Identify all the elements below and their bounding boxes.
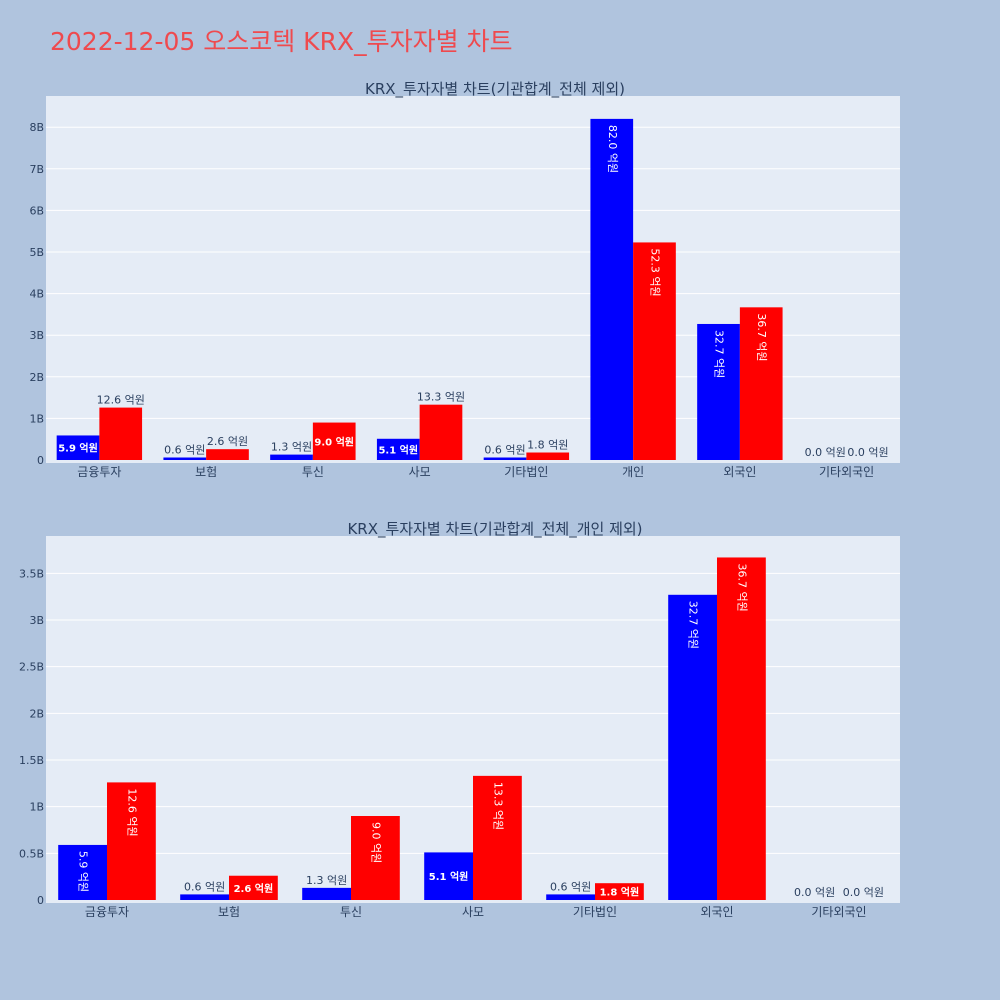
y-tick-label: 8B	[29, 121, 44, 134]
data-label: 1.3 억원	[271, 441, 312, 454]
y-tick-label: 3.5B	[19, 567, 44, 580]
plot-area	[46, 96, 900, 463]
bar	[270, 454, 313, 460]
data-label: 5.1 억원	[378, 443, 418, 456]
x-tick-label: 투신	[340, 905, 362, 919]
bar	[56, 435, 100, 460]
data-label: 0.0 억원	[805, 446, 846, 459]
bar	[697, 323, 740, 460]
data-label: 52.3 억원	[648, 248, 661, 296]
y-tick-label: 6B	[29, 204, 44, 217]
data-label: 12.6 억원	[97, 394, 145, 407]
x-tick-label: 보험	[195, 465, 217, 479]
bar	[180, 894, 229, 900]
data-label: 5.9 억원	[58, 442, 98, 455]
data-label: 5.9 억원	[77, 851, 90, 892]
bar	[668, 594, 717, 900]
data-label: 32.7 억원	[713, 330, 726, 378]
bar	[739, 307, 783, 460]
data-label: 0.6 억원	[484, 444, 525, 457]
bar	[376, 438, 420, 460]
data-label: 1.8 억원	[527, 439, 568, 452]
data-label: 0.0 억원	[843, 886, 884, 899]
chart-title: KRX_투자자별 차트(기관합계_전체_개인 제외)	[347, 520, 642, 539]
page-title: 2022-12-05 오스코텍 KRX_투자자별 차트	[50, 27, 513, 56]
y-tick-label: 1B	[29, 412, 44, 425]
y-tick-label: 0.5B	[19, 847, 44, 860]
y-tick-label: 7B	[29, 163, 44, 176]
data-label: 0.6 억원	[550, 880, 591, 893]
data-label: 13.3 억원	[491, 782, 504, 830]
bar	[595, 883, 644, 900]
data-label: 32.7 억원	[687, 601, 700, 649]
bar	[163, 457, 207, 460]
bar	[58, 844, 107, 900]
bar	[229, 875, 278, 900]
bar	[351, 816, 400, 900]
bar	[526, 452, 570, 460]
x-tick-label: 사모	[409, 465, 431, 479]
y-tick-label: 2B	[29, 707, 44, 720]
bar	[206, 449, 249, 460]
bar	[633, 242, 676, 460]
y-tick-label: 5B	[29, 246, 44, 259]
y-tick-label: 2.5B	[19, 661, 44, 674]
data-label: 5.1 억원	[429, 870, 469, 883]
data-label: 2.6 억원	[234, 882, 274, 895]
x-tick-label: 기타법인	[573, 905, 617, 919]
y-tick-label: 3B	[29, 614, 44, 627]
data-label: 12.6 억원	[125, 788, 138, 836]
x-tick-label: 금융투자	[85, 905, 129, 919]
data-label: 9.0 억원	[369, 822, 382, 863]
chart-title: KRX_투자자별 차트(기관합계_전체 제외)	[365, 80, 625, 99]
x-tick-label: 투신	[302, 465, 324, 479]
bar	[419, 404, 463, 460]
x-tick-label: 외국인	[700, 905, 733, 919]
x-tick-label: 사모	[462, 905, 484, 919]
data-label: 1.3 억원	[306, 874, 347, 887]
x-tick-label: 보험	[218, 905, 240, 919]
x-tick-label: 기타외국인	[811, 905, 866, 919]
data-label: 9.0 억원	[314, 435, 354, 448]
bar	[312, 422, 356, 460]
bar	[424, 852, 473, 900]
bar	[590, 118, 634, 460]
bar	[483, 457, 527, 460]
data-label: 2.6 억원	[207, 435, 248, 448]
bar	[107, 782, 156, 900]
y-tick-label: 1B	[29, 801, 44, 814]
x-tick-label: 외국인	[723, 465, 756, 479]
data-label: 0.6 억원	[184, 880, 225, 893]
data-label: 13.3 억원	[417, 391, 465, 404]
data-label: 0.0 억원	[847, 446, 888, 459]
data-label: 0.0 억원	[794, 886, 835, 899]
y-tick-label: 3B	[29, 329, 44, 342]
y-tick-label: 2B	[29, 371, 44, 384]
x-tick-label: 금융투자	[77, 465, 121, 479]
data-label: 36.7 억원	[735, 563, 748, 611]
bar	[473, 775, 522, 900]
x-tick-label: 기타외국인	[819, 465, 874, 479]
y-tick-label: 1.5B	[19, 754, 44, 767]
bar	[717, 557, 766, 900]
y-tick-label: 0	[37, 894, 44, 907]
y-tick-label: 4B	[29, 288, 44, 301]
bar	[99, 407, 143, 460]
bar	[302, 887, 351, 900]
plot-area	[46, 536, 900, 903]
data-label: 36.7 억원	[755, 313, 768, 361]
bar	[546, 894, 595, 900]
y-tick-label: 0	[37, 454, 44, 467]
data-label: 82.0 억원	[606, 125, 619, 173]
data-label: 1.8 억원	[600, 886, 640, 899]
x-tick-label: 기타법인	[504, 465, 548, 479]
data-label: 0.6 억원	[164, 444, 205, 457]
x-tick-label: 개인	[622, 465, 644, 479]
